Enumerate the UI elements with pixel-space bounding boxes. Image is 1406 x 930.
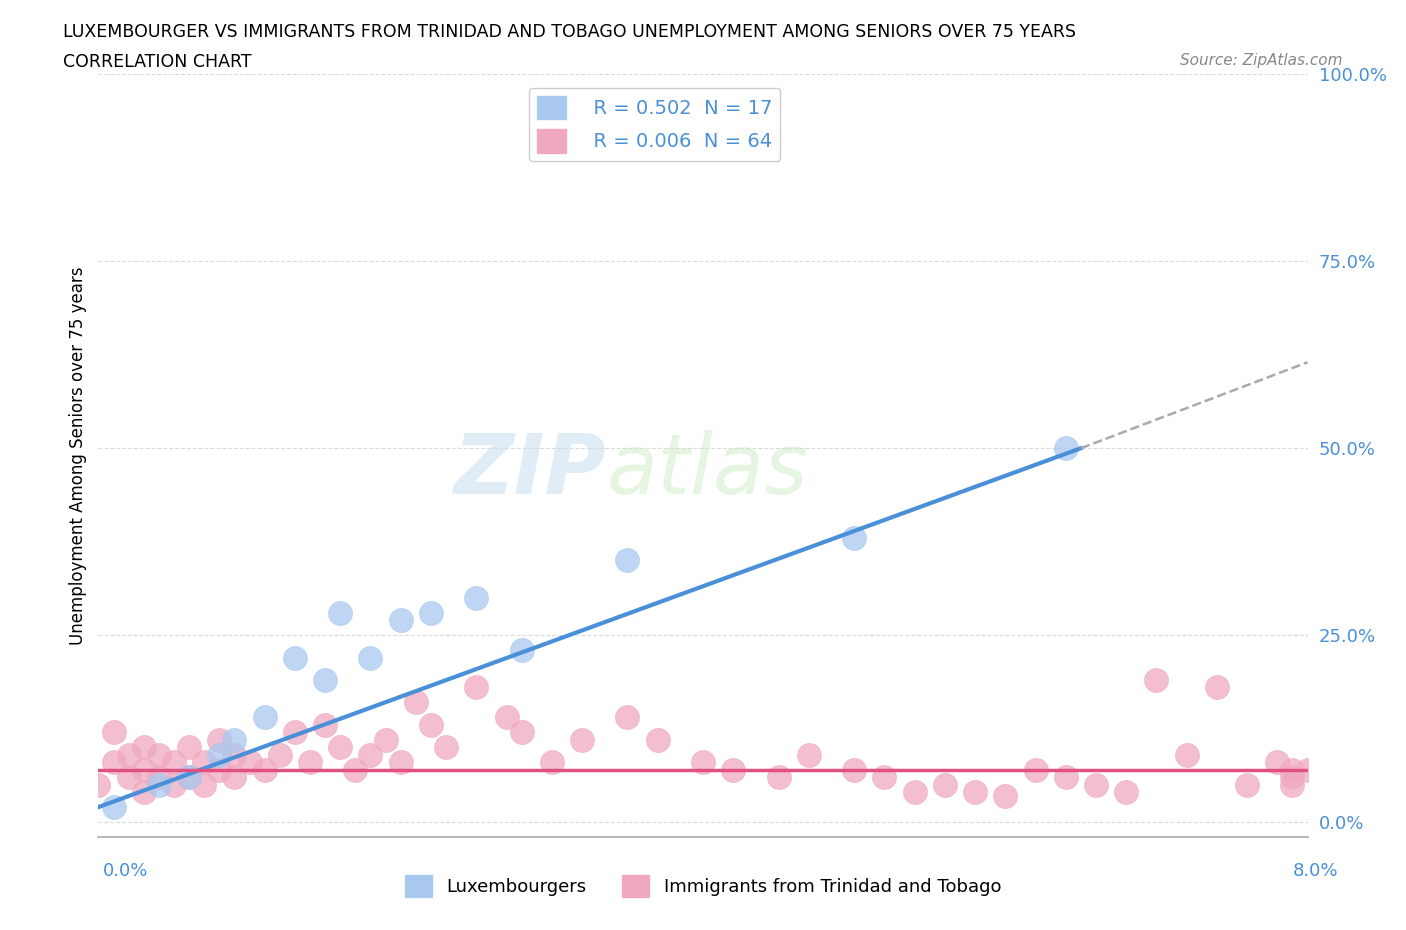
Point xyxy=(465,680,488,695)
Point xyxy=(269,748,291,763)
Point xyxy=(299,755,322,770)
Point xyxy=(420,717,443,732)
Point xyxy=(1206,680,1229,695)
Point xyxy=(1281,777,1303,792)
Point xyxy=(253,710,276,724)
Point xyxy=(994,789,1017,804)
Point xyxy=(405,695,427,710)
Point xyxy=(389,755,412,770)
Point xyxy=(314,672,336,687)
Point xyxy=(179,770,201,785)
Point xyxy=(510,724,533,739)
Point xyxy=(329,605,352,620)
Point xyxy=(148,777,170,792)
Point xyxy=(208,732,231,747)
Point xyxy=(224,770,246,785)
Point xyxy=(1236,777,1258,792)
Point xyxy=(723,763,745,777)
Point xyxy=(179,770,201,785)
Point xyxy=(193,777,215,792)
Point xyxy=(434,740,457,755)
Point xyxy=(208,748,231,763)
Point xyxy=(103,755,125,770)
Point xyxy=(768,770,790,785)
Text: ZIP: ZIP xyxy=(454,431,606,512)
Text: Source: ZipAtlas.com: Source: ZipAtlas.com xyxy=(1180,53,1343,68)
Point xyxy=(797,748,820,763)
Point xyxy=(1054,770,1077,785)
Text: 0.0%: 0.0% xyxy=(103,862,148,881)
Point xyxy=(389,613,412,628)
Point xyxy=(87,777,110,792)
Point xyxy=(465,591,488,605)
Point xyxy=(163,777,186,792)
Y-axis label: Unemployment Among Seniors over 75 years: Unemployment Among Seniors over 75 years xyxy=(69,267,87,644)
Point xyxy=(1296,763,1319,777)
Point xyxy=(616,553,638,568)
Point xyxy=(284,724,307,739)
Point xyxy=(1175,748,1198,763)
Point xyxy=(510,643,533,658)
Point xyxy=(224,748,246,763)
Point xyxy=(148,770,170,785)
Point xyxy=(844,763,866,777)
Point xyxy=(1281,770,1303,785)
Point xyxy=(420,605,443,620)
Point xyxy=(103,724,125,739)
Point xyxy=(495,710,517,724)
Point xyxy=(904,785,927,800)
Point xyxy=(1281,763,1303,777)
Point xyxy=(103,800,125,815)
Point xyxy=(132,785,155,800)
Point xyxy=(344,763,367,777)
Point xyxy=(1054,441,1077,456)
Point xyxy=(1115,785,1137,800)
Point xyxy=(374,732,396,747)
Point xyxy=(873,770,896,785)
Point xyxy=(329,740,352,755)
Point xyxy=(1025,763,1047,777)
Point xyxy=(1146,672,1168,687)
Point xyxy=(647,732,669,747)
Point xyxy=(118,748,141,763)
Point xyxy=(284,650,307,665)
Point xyxy=(844,530,866,545)
Point xyxy=(224,732,246,747)
Point xyxy=(360,748,382,763)
Point xyxy=(239,755,262,770)
Point xyxy=(360,650,382,665)
Point xyxy=(1267,755,1289,770)
Point xyxy=(540,755,562,770)
Text: atlas: atlas xyxy=(606,431,808,512)
Point xyxy=(314,717,336,732)
Text: CORRELATION CHART: CORRELATION CHART xyxy=(63,53,252,71)
Text: 8.0%: 8.0% xyxy=(1294,862,1339,881)
Point xyxy=(616,710,638,724)
Text: LUXEMBOURGER VS IMMIGRANTS FROM TRINIDAD AND TOBAGO UNEMPLOYMENT AMONG SENIORS O: LUXEMBOURGER VS IMMIGRANTS FROM TRINIDAD… xyxy=(63,23,1076,41)
Point xyxy=(179,740,201,755)
Point xyxy=(934,777,956,792)
Point xyxy=(253,763,276,777)
Point xyxy=(148,748,170,763)
Point xyxy=(163,755,186,770)
Legend:   R = 0.502  N = 17,   R = 0.006  N = 64: R = 0.502 N = 17, R = 0.006 N = 64 xyxy=(529,88,780,161)
Point xyxy=(965,785,987,800)
Point xyxy=(118,770,141,785)
Point xyxy=(571,732,593,747)
Point xyxy=(132,740,155,755)
Point xyxy=(132,763,155,777)
Point xyxy=(208,763,231,777)
Point xyxy=(193,755,215,770)
Point xyxy=(1085,777,1108,792)
Point xyxy=(692,755,714,770)
Legend: Luxembourgers, Immigrants from Trinidad and Tobago: Luxembourgers, Immigrants from Trinidad … xyxy=(398,868,1008,904)
